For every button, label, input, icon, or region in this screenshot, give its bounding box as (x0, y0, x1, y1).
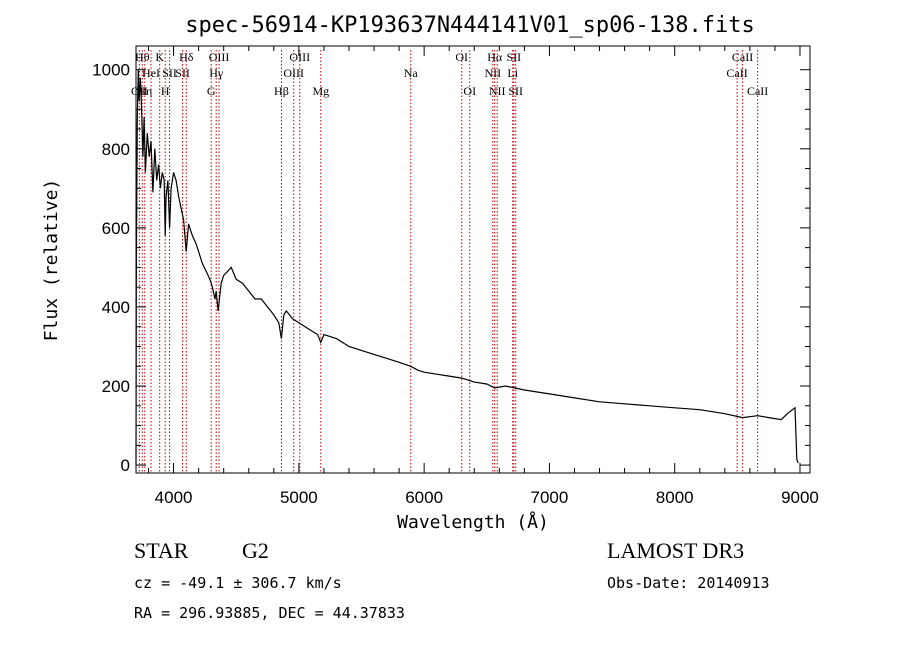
observation-date: Obs-Date: 20140913 (607, 574, 770, 592)
spectral-line-label: Hδ (179, 50, 194, 64)
spectral-line-label: OI (463, 84, 476, 98)
x-tick-label: 6000 (405, 488, 443, 507)
chart-title: spec-56914-KP193637N444141V01_sp06-138.f… (185, 13, 755, 38)
spectral-line-label: SII (162, 66, 177, 80)
x-tick-label: 8000 (656, 488, 694, 507)
y-axis-ticks: 0 200 400 600 800 1000 (92, 61, 810, 475)
spectral-line-label: OIII (209, 50, 230, 64)
spectral-line-label: K (155, 50, 164, 64)
spectral-line-label: SII (508, 84, 523, 98)
x-tick-label: 9000 (781, 488, 819, 507)
spectral-line-label: CaII (726, 66, 747, 80)
x-axis-label: Wavelength (Å) (397, 511, 549, 533)
spectral-line-label: OI (455, 50, 468, 64)
spectral-line-label: NII (489, 84, 506, 98)
y-tick-label: 800 (102, 140, 130, 159)
redshift-readout: cz = -49.1 ± 306.7 km/s (134, 574, 342, 592)
x-tick-label: 7000 (531, 488, 569, 507)
spectral-line-label: CaII (732, 50, 753, 64)
x-tick-label: 5000 (280, 488, 318, 507)
spectral-line-label: Hβ (274, 84, 289, 98)
coordinates-readout: RA = 296.93885, DEC = 44.37833 (134, 604, 405, 622)
y-tick-label: 200 (102, 377, 130, 396)
x-axis-ticks: 4000 5000 6000 7000 8000 9000 (148, 46, 819, 507)
spectral-line-label: CaII (747, 84, 768, 98)
spectral-line-label: HeI (142, 66, 160, 80)
spectral-line-label: H (161, 84, 170, 98)
y-tick-label: 0 (121, 456, 130, 475)
spectral-line-label: Mg (312, 84, 329, 98)
spectral-line-markers (138, 50, 759, 473)
object-subclass: G2 (242, 538, 269, 563)
plot-frame (135, 45, 811, 474)
y-tick-label: 1000 (92, 61, 130, 80)
spectrum-line (135, 69, 799, 466)
spectral-line-label: G (207, 84, 216, 98)
y-tick-label: 600 (102, 219, 130, 238)
y-tick-label: 400 (102, 298, 130, 317)
spectral-line-labels: OIIHθHηHeIKHSIIHδSIIGHγOIIIHβOIIIOIIIMgN… (131, 50, 768, 98)
spectral-line-label: OIII (289, 50, 310, 64)
spectral-line-label: Hθ (135, 50, 150, 64)
spectral-line-label: SII (175, 66, 190, 80)
spectral-line-label: Na (404, 66, 419, 80)
object-class: STAR (134, 538, 189, 563)
spectral-line-label: NII (484, 66, 501, 80)
spectral-line-label: Hγ (209, 66, 224, 80)
spectral-line-label: Hα (487, 50, 503, 64)
x-tick-label: 4000 (155, 488, 193, 507)
survey-name: LAMOST DR3 (607, 538, 744, 563)
spectral-line-label: Li (507, 66, 518, 80)
spectral-line-label: OIII (283, 66, 304, 80)
y-axis-label: Flux (relative) (41, 179, 62, 342)
spectral-line-label: SII (507, 50, 522, 64)
